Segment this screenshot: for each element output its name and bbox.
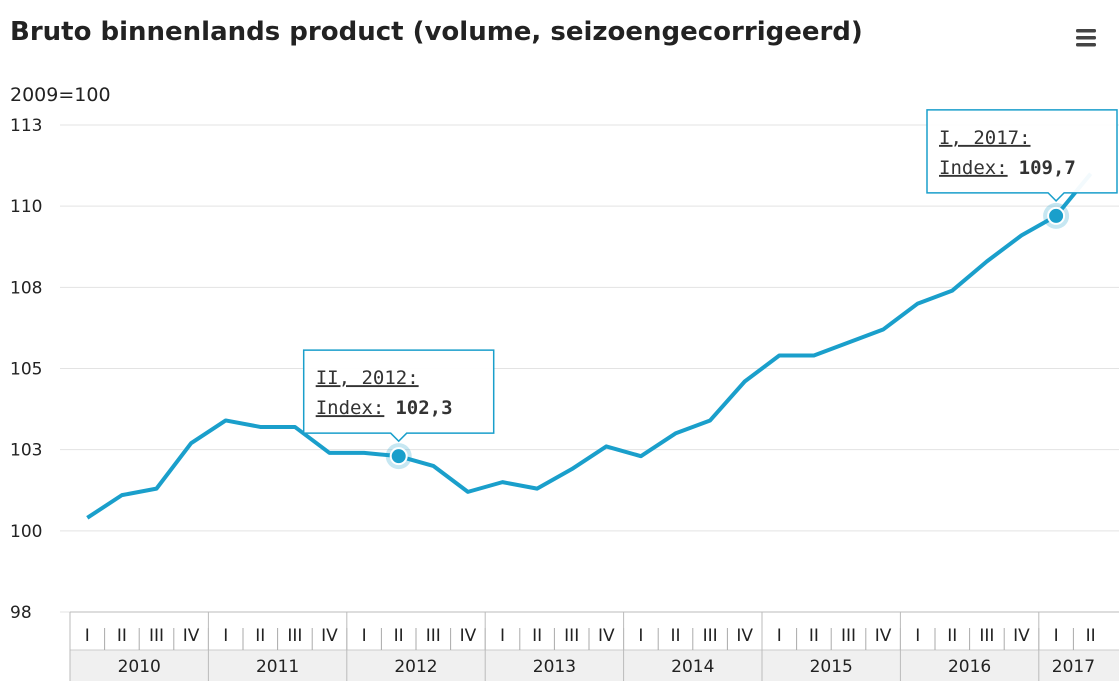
x-tick-label: III — [841, 626, 856, 646]
y-tick-label: 108 — [10, 278, 42, 298]
x-tick-label: IV — [183, 626, 200, 646]
x-group-label: 2016 — [948, 657, 991, 677]
x-group-label: 2010 — [118, 657, 161, 677]
y-tick-label: 103 — [10, 441, 42, 461]
x-tick-label: III — [287, 626, 302, 646]
x-tick-label: II — [117, 626, 127, 646]
y-tick-label: 100 — [10, 522, 42, 542]
x-group-label: 2014 — [671, 657, 714, 677]
tooltip: I, 2017: Index: 109,7 — [926, 109, 1118, 202]
x-tick-label: I — [500, 626, 505, 646]
y-tick-label: 110 — [10, 197, 42, 217]
x-tick-label: II — [394, 626, 404, 646]
tooltip-box — [302, 349, 495, 443]
x-tick-label: III — [149, 626, 164, 646]
x-tick-label: II — [1086, 626, 1096, 646]
x-tick-label: II — [532, 626, 542, 646]
tooltip-label: I, 2017: — [939, 127, 1031, 149]
x-tick-label: I — [223, 626, 228, 646]
x-axis-year-row — [70, 650, 1119, 681]
y-tick-label: 105 — [10, 360, 42, 380]
menu-bar[interactable] — [1076, 36, 1096, 40]
x-tick-label: IV — [1013, 626, 1030, 646]
x-tick-label: IV — [598, 626, 615, 646]
x-tick-label: III — [564, 626, 579, 646]
menu-icon[interactable] — [1076, 29, 1096, 47]
x-group-label: 2017 — [1052, 657, 1095, 677]
x-tick-label: I — [915, 626, 920, 646]
x-tick-label: IV — [321, 626, 338, 646]
tooltip-value: 109,7 — [1019, 157, 1076, 179]
x-tick-label: IV — [875, 626, 892, 646]
chart-title: Bruto binnenlands product (volume, seizo… — [10, 17, 863, 47]
tooltip-box — [926, 109, 1118, 202]
x-tick-label: I — [85, 626, 90, 646]
x-group-label: 2013 — [533, 657, 576, 677]
x-tick-label: III — [426, 626, 441, 646]
menu-bar[interactable] — [1076, 43, 1096, 47]
highlight-point — [389, 447, 408, 466]
x-tick-label: I — [1054, 626, 1059, 646]
x-tick-label: III — [703, 626, 718, 646]
x-group-label: 2015 — [810, 657, 853, 677]
x-tick-label: II — [255, 626, 265, 646]
tooltip-value-line: Index: 109,7 — [939, 157, 1076, 179]
tooltip-value: 102,3 — [395, 397, 452, 419]
tooltip-value-line: Index: 102,3 — [316, 397, 453, 419]
x-tick-label: I — [638, 626, 643, 646]
x-tick-label: II — [809, 626, 819, 646]
y-tick-label: 113 — [10, 116, 42, 136]
tooltip-label: II, 2012: — [316, 367, 419, 389]
x-tick-label: II — [670, 626, 680, 646]
x-tick-label: IV — [460, 626, 477, 646]
x-group-label: 2012 — [394, 657, 437, 677]
x-tick-label: I — [777, 626, 782, 646]
data-line — [86, 172, 1093, 520]
x-group-label: 2011 — [256, 657, 299, 677]
highlight-point — [1047, 206, 1066, 225]
menu-bar[interactable] — [1076, 29, 1096, 33]
x-tick-label: II — [947, 626, 957, 646]
x-tick-label: III — [979, 626, 994, 646]
tooltip-name: Index: — [939, 157, 1008, 179]
tooltip: II, 2012: Index: 102,3 — [302, 349, 495, 443]
tooltip-name: Index: — [316, 397, 385, 419]
y-tick-label: 98 — [10, 603, 32, 623]
y-axis-label: 2009=100 — [10, 84, 111, 106]
x-tick-label: I — [362, 626, 367, 646]
x-tick-label: IV — [736, 626, 753, 646]
